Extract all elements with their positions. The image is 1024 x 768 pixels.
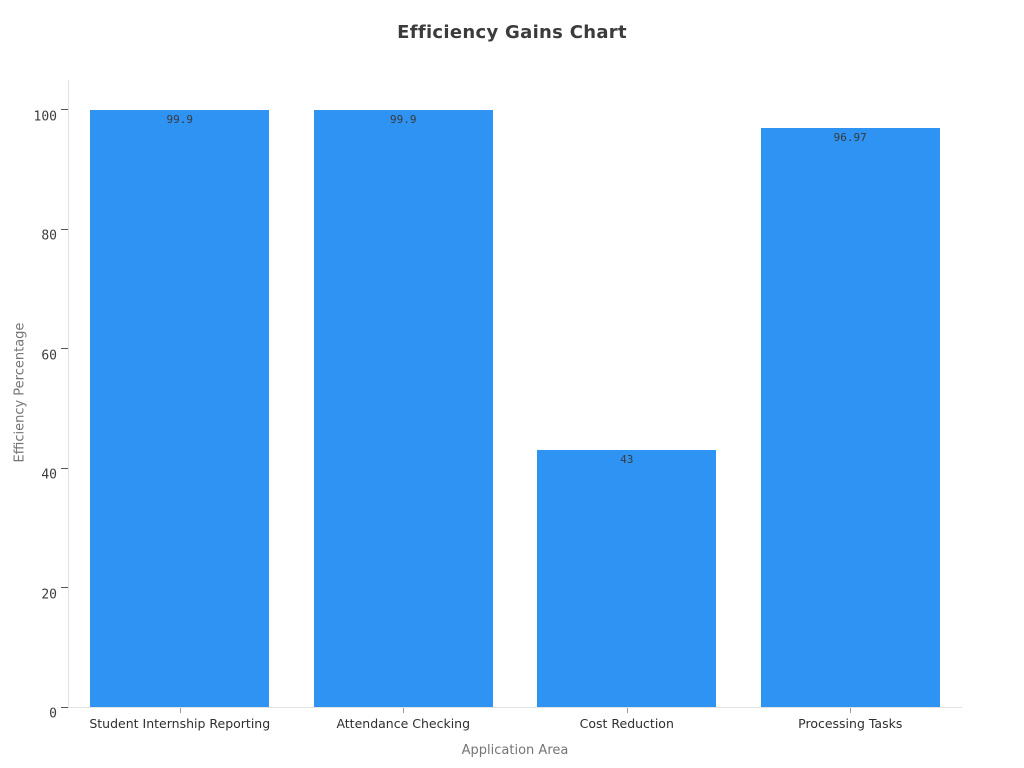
y-axis-tick-label: 40 <box>41 467 57 483</box>
bar-student-internship-reporting: 99.9 <box>90 110 270 707</box>
y-axis-line <box>68 80 69 707</box>
x-axis-category-label: Student Internship Reporting <box>89 716 271 731</box>
y-axis-tick-label: 20 <box>41 587 57 603</box>
y-axis-tick <box>61 467 68 469</box>
y-axis-tick-label: 100 <box>33 109 57 125</box>
y-axis-tick-label: 80 <box>41 228 57 244</box>
x-axis-category-label: Attendance Checking <box>336 716 471 731</box>
y-axis-tick <box>61 587 68 589</box>
x-axis-category-label: Cost Reduction <box>579 716 674 731</box>
x-axis-category-label: Processing Tasks <box>798 716 903 731</box>
x-axis-line <box>68 707 962 708</box>
x-axis-title: Application Area <box>461 743 569 758</box>
bar-value-label: 99.9 <box>389 113 417 127</box>
bar-attendance-checking: 99.9 <box>313 110 493 707</box>
y-axis-tick-label: 0 <box>49 706 57 722</box>
bar-value-label: 99.9 <box>166 113 193 127</box>
y-axis-tick <box>61 109 68 111</box>
chart-title: Efficiency Gains Chart <box>397 22 627 43</box>
plot-area: 0 20 40 60 80 100 99.9 Student Internship Repor… <box>34 80 962 731</box>
bar-value-label: 43 <box>620 453 634 467</box>
y-axis-tick-label: 60 <box>41 348 57 364</box>
bar-value-label: 96.97 <box>833 130 867 144</box>
y-axis-tick <box>61 228 68 230</box>
x-axis-tick <box>850 708 852 713</box>
y-axis-tick <box>61 706 68 708</box>
bar-processing-tasks: 96.97 <box>760 127 940 707</box>
x-axis-tick <box>626 708 628 713</box>
x-axis-tick <box>179 708 181 713</box>
x-axis-tick <box>403 708 405 713</box>
bar-cost-reduction: 43 <box>537 450 717 707</box>
y-axis-title-text: Efficiency Percentage <box>12 322 28 463</box>
y-axis-tick <box>61 348 68 350</box>
